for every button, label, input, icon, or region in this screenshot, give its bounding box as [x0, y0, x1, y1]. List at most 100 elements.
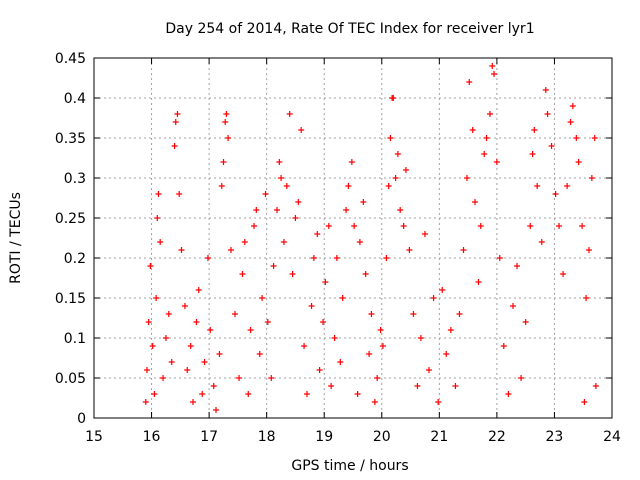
data-point	[187, 343, 194, 349]
data-point	[268, 375, 275, 381]
data-point	[316, 367, 323, 373]
data-point	[377, 327, 384, 333]
data-point	[548, 143, 555, 149]
data-point	[253, 207, 260, 213]
data-point	[199, 391, 206, 397]
data-point	[542, 87, 549, 93]
data-point	[560, 271, 567, 277]
data-point	[410, 311, 417, 317]
data-point	[236, 375, 243, 381]
y-tick-label: 0.1	[64, 331, 86, 347]
data-point	[145, 319, 152, 325]
data-point	[147, 263, 154, 269]
data-point	[241, 239, 248, 245]
data-point	[280, 239, 287, 245]
data-point	[322, 279, 329, 285]
x-tick-label: 24	[603, 429, 621, 445]
data-point	[247, 327, 254, 333]
data-point	[591, 135, 598, 141]
data-point	[383, 255, 390, 261]
data-point	[452, 383, 459, 389]
data-point	[348, 159, 355, 165]
data-point	[223, 111, 230, 117]
axis-ticks: 0 0.05 0.1 0.15 0.2 0.25 0.3 0.35 0.4 0.45 15 16 17 1…	[55, 51, 621, 445]
data-point	[491, 71, 498, 77]
data-point	[556, 223, 563, 229]
data-point	[447, 327, 454, 333]
data-point	[295, 199, 302, 205]
data-point	[493, 159, 500, 165]
data-point	[207, 327, 214, 333]
data-point	[204, 255, 211, 261]
y-tick-label: 0.05	[55, 371, 86, 387]
data-point	[168, 359, 175, 365]
data-point	[245, 391, 252, 397]
x-tick-label: 21	[430, 429, 448, 445]
data-point	[193, 319, 200, 325]
data-point	[481, 151, 488, 157]
data-point	[354, 391, 361, 397]
data-point	[218, 183, 225, 189]
y-axis-label: ROTI / TECUs	[8, 192, 24, 284]
data-point	[368, 311, 375, 317]
data-point	[486, 111, 493, 117]
y-tick-label: 0	[77, 411, 86, 427]
data-point	[496, 255, 503, 261]
data-point	[171, 143, 178, 149]
x-tick-label: 20	[373, 429, 391, 445]
data-point	[339, 295, 346, 301]
plot-frame	[93, 57, 613, 419]
data-point	[174, 111, 181, 117]
data-point	[463, 175, 470, 181]
data-point	[143, 367, 150, 373]
data-point	[374, 375, 381, 381]
y-tick-label: 0.45	[55, 51, 86, 67]
data-point	[362, 271, 369, 277]
data-point	[475, 279, 482, 285]
data-point	[514, 263, 521, 269]
data-point	[443, 351, 450, 357]
y-tick-label: 0.3	[64, 171, 86, 187]
data-point	[417, 335, 424, 341]
data-point	[351, 223, 358, 229]
data-point	[425, 367, 432, 373]
data-point	[289, 271, 296, 277]
data-point	[469, 127, 476, 133]
data-point	[356, 239, 363, 245]
data-point	[251, 223, 258, 229]
data-point	[176, 191, 183, 197]
data-point	[216, 351, 223, 357]
x-tick-label: 17	[200, 429, 218, 445]
data-point	[172, 119, 179, 125]
data-point	[283, 183, 290, 189]
data-point	[592, 383, 599, 389]
y-tick-label: 0.4	[64, 91, 86, 107]
data-point	[220, 159, 227, 165]
data-point	[387, 135, 394, 141]
data-point	[400, 223, 407, 229]
data-point	[567, 119, 574, 125]
data-point	[308, 303, 315, 309]
data-point	[331, 335, 338, 341]
data-point	[149, 343, 156, 349]
data-point	[581, 399, 588, 405]
data-point	[500, 343, 507, 349]
data-point	[569, 103, 576, 109]
data-point	[210, 383, 217, 389]
data-point	[402, 167, 409, 173]
data-point	[456, 311, 463, 317]
data-point	[181, 303, 188, 309]
data-point	[505, 391, 512, 397]
data-point	[298, 127, 305, 133]
x-axis-label: GPS time / hours	[291, 458, 408, 474]
data-point	[314, 231, 321, 237]
plot-border	[93, 57, 613, 419]
data-point	[264, 319, 271, 325]
y-tick-label: 0.2	[64, 251, 86, 267]
data-point	[259, 295, 266, 301]
data-point	[232, 311, 239, 317]
data-point	[489, 63, 496, 69]
data-point	[510, 303, 517, 309]
data-point	[320, 319, 327, 325]
data-point	[325, 223, 332, 229]
